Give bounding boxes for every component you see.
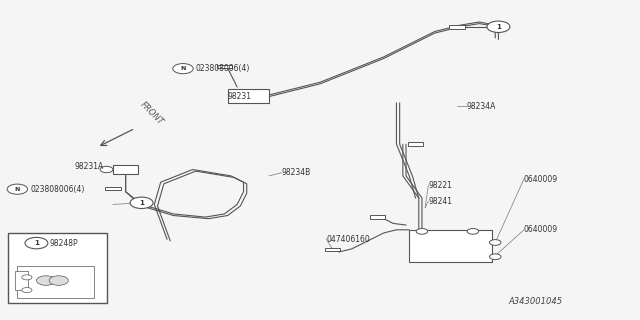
Circle shape [36, 276, 56, 285]
Bar [15, 271, 28, 290]
Bar [449, 25, 465, 29]
Circle shape [467, 228, 479, 234]
Bar [17, 266, 94, 298]
Bar [228, 89, 269, 103]
Text: 023808006(4): 023808006(4) [30, 185, 84, 194]
Circle shape [490, 254, 501, 260]
Circle shape [22, 275, 32, 280]
Text: 98248P: 98248P [49, 239, 78, 248]
Bar [325, 248, 340, 252]
Circle shape [7, 184, 28, 194]
Text: FRONT: FRONT [138, 100, 165, 127]
Circle shape [22, 288, 32, 292]
Circle shape [49, 276, 68, 285]
Text: 98231A: 98231A [75, 162, 104, 171]
Bar [217, 65, 232, 68]
Circle shape [25, 237, 48, 249]
Text: 0640009: 0640009 [524, 174, 558, 184]
Text: 0640009: 0640009 [524, 225, 558, 234]
Text: 023808006(4): 023808006(4) [196, 64, 250, 74]
Circle shape [487, 21, 510, 32]
Text: 98231: 98231 [228, 92, 252, 101]
Text: N: N [15, 187, 20, 192]
Text: 98234B: 98234B [282, 168, 311, 177]
Text: N: N [180, 66, 186, 71]
Bar [370, 215, 385, 219]
Text: A343001045: A343001045 [508, 297, 562, 306]
Circle shape [173, 64, 193, 74]
Text: 98221: 98221 [428, 181, 452, 190]
Text: 047406160: 047406160 [326, 235, 370, 244]
Circle shape [100, 166, 113, 173]
Bar [8, 233, 106, 303]
Circle shape [130, 197, 153, 209]
Bar [113, 165, 138, 174]
Bar [408, 142, 423, 146]
Text: 98241: 98241 [428, 197, 452, 206]
Circle shape [416, 228, 428, 234]
Text: 1: 1 [139, 200, 144, 206]
Circle shape [490, 240, 501, 245]
Text: 1: 1 [34, 240, 39, 246]
Bar [105, 187, 120, 190]
Text: 98234A: 98234A [467, 101, 496, 111]
Bar [409, 230, 492, 261]
Text: 1: 1 [496, 24, 501, 30]
